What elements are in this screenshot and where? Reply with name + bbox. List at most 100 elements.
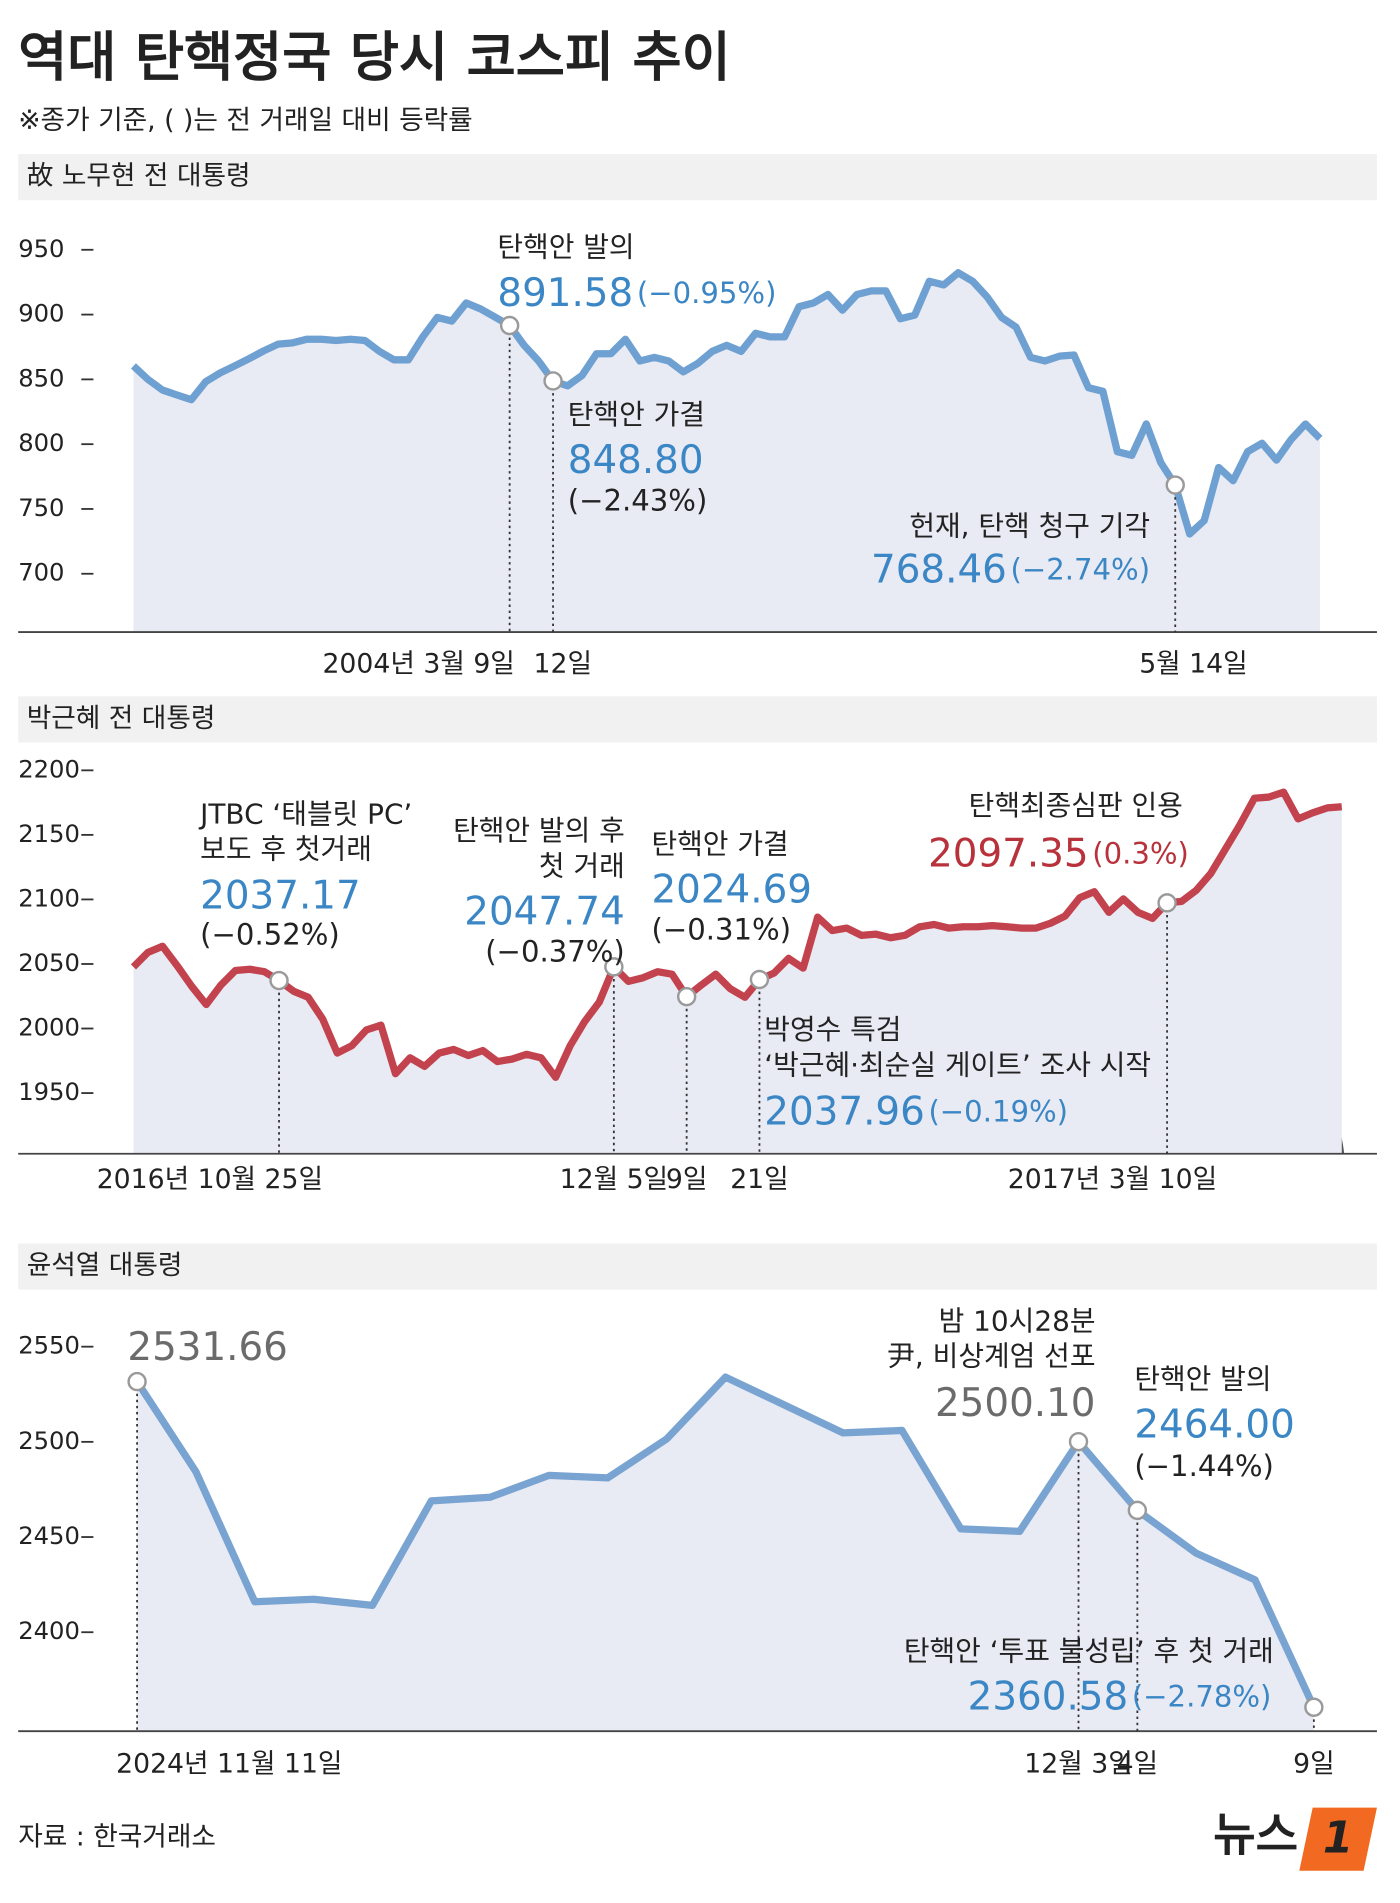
point: [499, 315, 520, 336]
x-tick-label: 2004년 3월 9일: [322, 648, 514, 679]
area: [133, 272, 1320, 633]
value-label-group: 2037.96 (−0.19%): [764, 1089, 1068, 1134]
point: [749, 969, 770, 990]
value-label-group: 2531.66: [127, 1325, 287, 1370]
event-label: 탄핵최종심판 인용: [969, 789, 1183, 822]
y-tick-label: 2400: [18, 1616, 80, 1645]
y-tick-label: 800: [18, 428, 64, 457]
section-header: [18, 1243, 1377, 1290]
value-label-group: 2037.17: [200, 873, 361, 918]
event-label: 탄핵안 발의: [1134, 1363, 1271, 1396]
source: 자료 : 한국거래소: [18, 1821, 216, 1852]
value-label: 2360.58: [968, 1674, 1129, 1719]
value-label: 891.58: [497, 270, 633, 315]
value-label-group: 848.80: [568, 438, 704, 483]
change-label: (−2.74%): [1011, 552, 1151, 586]
x-tick-label: 4일: [1117, 1749, 1159, 1780]
event-label: 尹, 비상계엄 선포: [887, 1340, 1095, 1373]
value-label: 2047.74: [464, 889, 625, 934]
y-tick-label: 2550: [18, 1331, 80, 1360]
y-tick-label: 2200: [18, 754, 80, 783]
change-label: (−0.95%): [637, 276, 777, 310]
point: [1068, 1431, 1089, 1452]
change-label: (−0.52%): [200, 918, 340, 952]
x-tick-label: 12일: [534, 648, 592, 679]
value-label: 2500.10: [935, 1380, 1096, 1425]
point: [1165, 475, 1185, 495]
event-label: 밤 10시28분: [939, 1304, 1096, 1337]
value-label-group: 2360.58 (−2.78%): [968, 1674, 1272, 1719]
event-label: 탄핵안 발의: [497, 231, 634, 264]
point: [543, 371, 563, 391]
event-label: 박영수 특검: [764, 1013, 901, 1046]
logo: 뉴스 1: [1213, 1807, 1377, 1871]
point: [1157, 893, 1177, 913]
change-label: (−1.44%): [1134, 1449, 1274, 1483]
y-tick-label: 850: [18, 363, 64, 392]
y-tick-label: 900: [18, 299, 64, 328]
logo-text: 뉴스: [1213, 1807, 1298, 1861]
event-label: 탄핵안 가결: [651, 828, 788, 861]
x-tick-label: 12월 3일: [1024, 1749, 1132, 1780]
x-tick-label: 9일: [1293, 1749, 1335, 1780]
value-label: 2024.69: [651, 867, 812, 912]
value-label: 2531.66: [127, 1325, 287, 1370]
x-tick-label: 2024년 11월 11일: [116, 1749, 342, 1780]
value-label-group: 2024.69: [651, 867, 812, 912]
y-tick-label: 2450: [18, 1521, 80, 1550]
event-label: ‘박근혜·최순실 게이트’ 조사 시작: [764, 1048, 1151, 1081]
value-label: 2464.00: [1134, 1402, 1295, 1447]
y-tick-label: 700: [18, 558, 64, 587]
value-label: 2037.17: [200, 873, 361, 918]
x-tick-label: 12월 5일: [560, 1164, 668, 1195]
area: [137, 1377, 1314, 1732]
value-label: 2037.96: [764, 1089, 925, 1134]
x-tick-label: 5월 14일: [1139, 648, 1247, 679]
line: [134, 1373, 1318, 1709]
change-label: (−0.37%): [485, 935, 625, 969]
section-header: [18, 696, 1377, 743]
y-tick-label: 2150: [18, 819, 80, 848]
point: [1127, 1500, 1148, 1521]
subtitle: ※종가 기준, ( )는 전 거래일 대비 등락률: [18, 105, 473, 136]
line: [130, 788, 1343, 1081]
change-label: (−2.43%): [568, 483, 708, 517]
y-tick-label: 2100: [18, 883, 80, 912]
point: [1304, 1697, 1324, 1717]
value-label-group: 891.58 (−0.95%): [497, 270, 776, 315]
event-label: 첫 거래: [539, 849, 625, 882]
logo-mark: 1: [1323, 1812, 1353, 1863]
event-label: 탄핵안 ‘투표 불성립’ 후 첫 거래: [904, 1634, 1274, 1667]
point: [676, 986, 697, 1007]
x-tick-label: 21일: [730, 1164, 788, 1195]
event-label: 탄핵안 발의 후: [453, 814, 625, 847]
change-label: (−0.31%): [651, 913, 791, 947]
x-tick-label: 9일: [666, 1164, 708, 1195]
point: [604, 957, 624, 977]
value-label: 768.46: [871, 547, 1007, 592]
y-tick-label: 750: [18, 493, 64, 522]
event-label: JTBC ‘태블릿 PC’: [198, 797, 412, 830]
value-label-group: 2047.74: [464, 889, 625, 934]
area: [133, 792, 1342, 1154]
title: 역대 탄핵정국 당시 코스피 추이: [18, 25, 730, 88]
x-tick-label: 2016년 10월 25일: [97, 1164, 323, 1195]
change-label: (−2.78%): [1132, 1679, 1272, 1713]
y-tick-label: 2500: [18, 1426, 80, 1455]
section-title: 윤석열 대통령: [27, 1250, 183, 1281]
section-header: [18, 154, 1377, 201]
logo-badge: [1299, 1807, 1377, 1871]
y-tick-label: 950: [18, 234, 64, 263]
change-label: (0.3%): [1092, 836, 1189, 870]
section-title: 故 노무현 전 대통령: [27, 161, 251, 192]
value-label-group: 2097.35 (0.3%): [928, 831, 1189, 876]
value-label: 848.80: [568, 438, 704, 483]
point: [269, 970, 289, 991]
value-label-group: 2464.00: [1134, 1402, 1295, 1447]
y-tick-label: 1950: [18, 1077, 80, 1106]
line: [130, 269, 1323, 538]
x-tick-label: 2017년 3월 10일: [1008, 1164, 1217, 1195]
event-label: 보도 후 첫거래: [200, 832, 372, 865]
